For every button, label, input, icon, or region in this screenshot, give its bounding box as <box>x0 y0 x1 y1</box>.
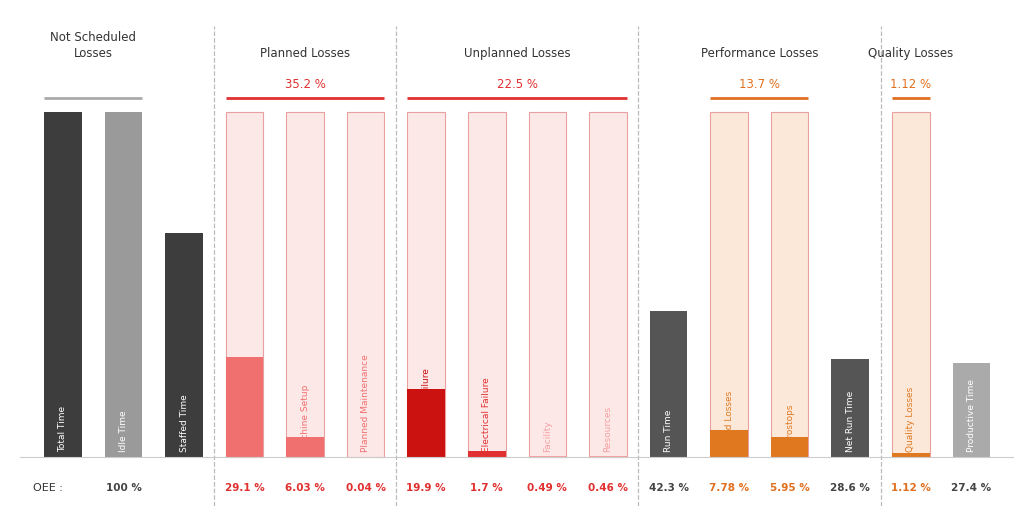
Bar <box>468 452 506 457</box>
Text: 13.7 %: 13.7 % <box>739 78 780 91</box>
Text: OEE :: OEE : <box>33 483 62 493</box>
Text: Microstops: Microstops <box>785 404 795 452</box>
Bar <box>831 359 869 457</box>
Bar <box>165 233 203 457</box>
Bar <box>104 112 142 457</box>
Text: 29.1 %: 29.1 % <box>224 483 264 493</box>
Text: Planned Maintenance: Planned Maintenance <box>361 354 371 452</box>
Text: 1.12 %: 1.12 % <box>890 78 932 91</box>
Text: 42.3 %: 42.3 % <box>648 483 688 493</box>
Text: Facility: Facility <box>543 421 552 452</box>
Text: Staffed Time: Staffed Time <box>179 394 188 452</box>
Text: Not Scheduled
Losses: Not Scheduled Losses <box>50 31 136 60</box>
Text: Performance Losses: Performance Losses <box>700 47 818 60</box>
Text: 100 %: 100 % <box>105 483 141 493</box>
Text: Total Time: Total Time <box>58 406 68 452</box>
Bar <box>771 437 808 457</box>
Text: Mechanical Failure: Mechanical Failure <box>422 368 431 452</box>
FancyBboxPatch shape <box>711 112 748 457</box>
Bar <box>226 357 263 457</box>
Bar <box>589 456 627 457</box>
Text: 5.95 %: 5.95 % <box>770 483 810 493</box>
Bar <box>711 430 748 457</box>
Bar <box>408 389 445 457</box>
Text: Idle Time: Idle Time <box>119 411 128 452</box>
Text: 6.03 %: 6.03 % <box>286 483 325 493</box>
Text: Net Run Time: Net Run Time <box>846 391 855 452</box>
Text: 0.46 %: 0.46 % <box>588 483 628 493</box>
Text: Quality Losses: Quality Losses <box>868 47 953 60</box>
Bar <box>528 456 566 457</box>
Text: Resources: Resources <box>603 406 612 452</box>
Text: Speed Losses: Speed Losses <box>725 391 733 452</box>
FancyBboxPatch shape <box>226 112 263 457</box>
Text: 22.5 %: 22.5 % <box>497 78 538 91</box>
Text: 1.7 %: 1.7 % <box>470 483 503 493</box>
FancyBboxPatch shape <box>408 112 445 457</box>
Text: 0.04 %: 0.04 % <box>346 483 386 493</box>
FancyBboxPatch shape <box>347 112 384 457</box>
Bar <box>44 112 82 457</box>
Text: 7.78 %: 7.78 % <box>709 483 750 493</box>
Text: 27.4 %: 27.4 % <box>951 483 991 493</box>
Text: 0.49 %: 0.49 % <box>527 483 567 493</box>
FancyBboxPatch shape <box>468 112 506 457</box>
Bar <box>650 311 687 457</box>
Text: 19.9 %: 19.9 % <box>407 483 446 493</box>
FancyBboxPatch shape <box>589 112 627 457</box>
Text: Planned Losses: Planned Losses <box>260 47 350 60</box>
Text: 1.12 %: 1.12 % <box>891 483 931 493</box>
Bar <box>952 363 990 457</box>
FancyBboxPatch shape <box>528 112 566 457</box>
FancyBboxPatch shape <box>287 112 324 457</box>
Text: Productive Time: Productive Time <box>967 379 976 452</box>
Text: 28.6 %: 28.6 % <box>830 483 870 493</box>
Text: Electrical Failure: Electrical Failure <box>482 377 492 452</box>
FancyBboxPatch shape <box>892 112 930 457</box>
Text: Unplanned Losses: Unplanned Losses <box>464 47 570 60</box>
Bar <box>892 454 930 457</box>
Text: Machine Setup: Machine Setup <box>301 385 309 452</box>
Text: Quality Losses: Quality Losses <box>906 387 915 452</box>
Bar <box>287 437 324 457</box>
Text: 35.2 %: 35.2 % <box>285 78 326 91</box>
Text: Run Time: Run Time <box>664 410 673 452</box>
FancyBboxPatch shape <box>771 112 808 457</box>
Text: Line Cleaning: Line Cleaning <box>240 391 249 452</box>
